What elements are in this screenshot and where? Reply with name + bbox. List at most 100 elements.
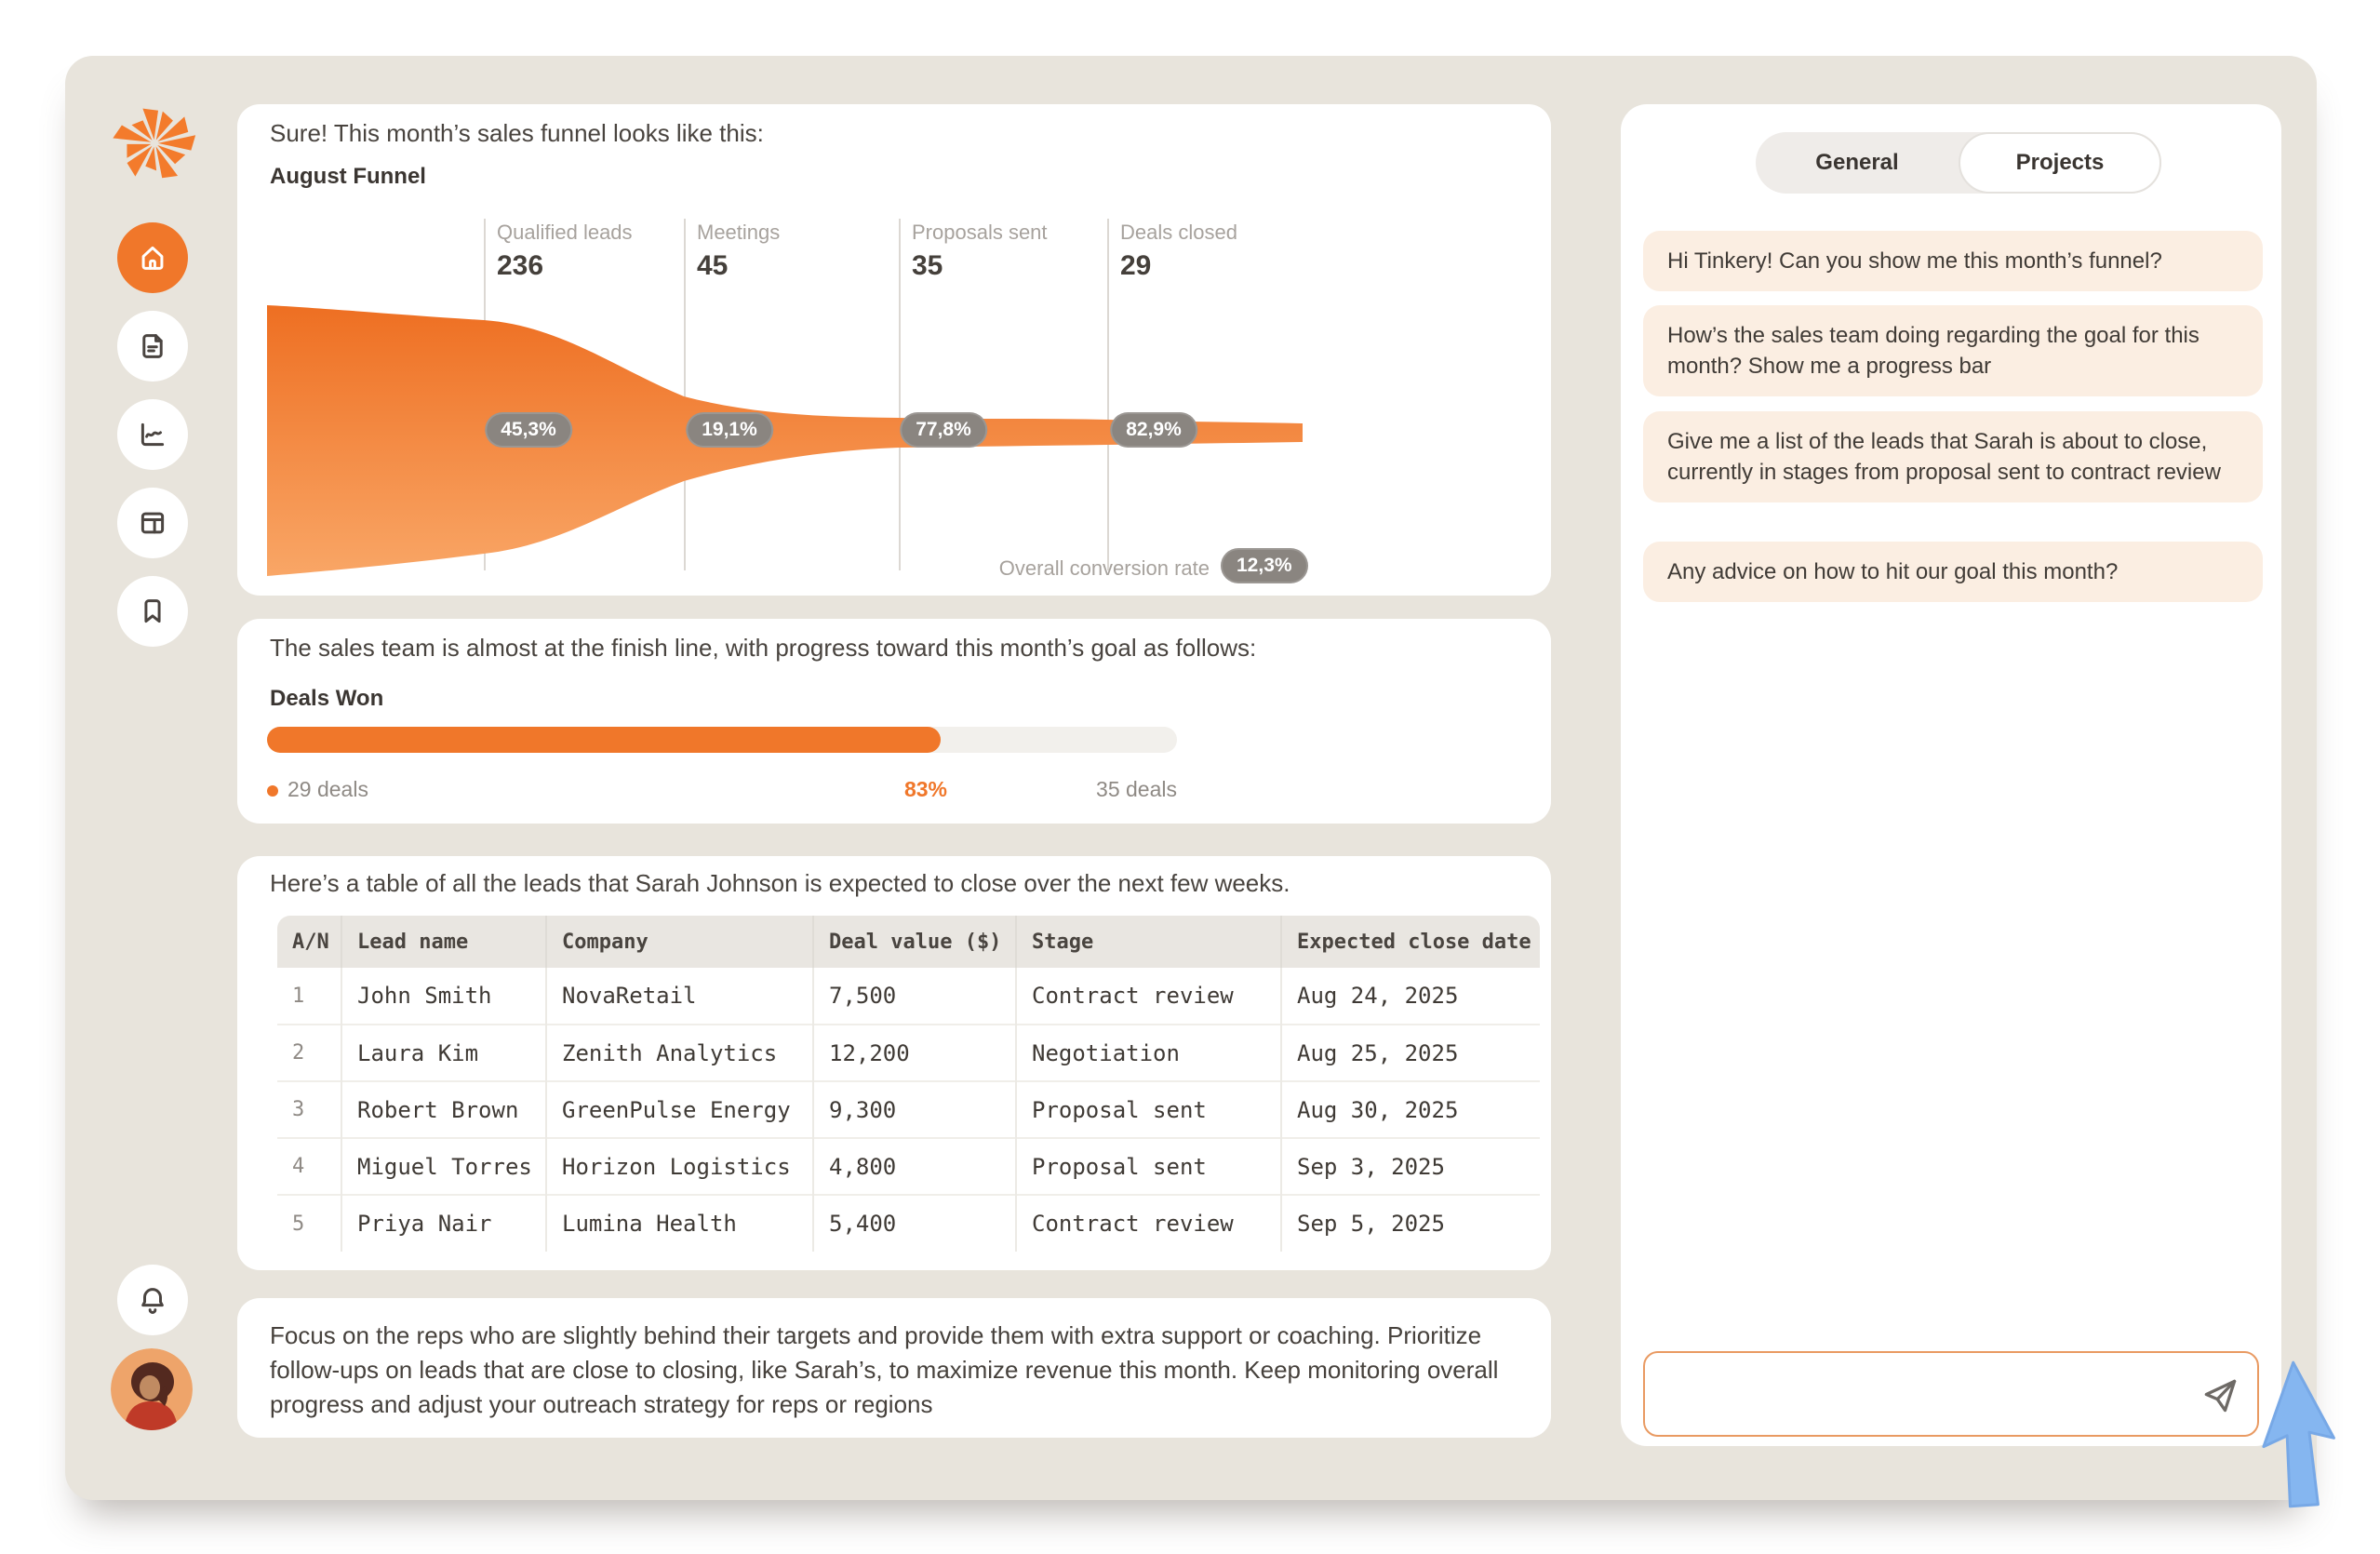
column-header: Lead name [341,916,546,968]
column-header: Stage [1015,916,1281,968]
paper-plane-icon [2204,1379,2237,1413]
cell-lead-name: John Smith [341,968,546,1025]
cell-deal-value: 12,200 [812,1024,1016,1081]
leads-table-card: Here’s a table of all the leads that Sar… [237,856,1551,1270]
sidebar-item-home[interactable] [117,222,188,293]
cell-deal-value: 9,300 [812,1080,1016,1138]
bell-icon [141,1288,164,1314]
cell-close-date: Sep 5, 2025 [1280,1194,1540,1252]
sidebar-item-boards[interactable] [117,488,188,558]
column-header: Company [545,916,813,968]
leads-table: A/N Lead name Company Deal value ($) Sta… [277,916,1540,1252]
send-button[interactable] [2199,1375,2240,1416]
cell-an: 4 [277,1137,341,1195]
cell-close-date: Aug 30, 2025 [1280,1080,1540,1138]
stage-label: Proposals sent [912,221,1048,244]
avatar [111,1348,193,1430]
cell-stage: Contract review [1015,1194,1281,1252]
cell-stage: Contract review [1015,968,1281,1025]
stage-value: 29 [1120,250,1152,281]
chat-panel: General Projects Hi Tinkery! Can you sho… [1621,104,2281,1446]
tab-general[interactable]: General [1815,150,1899,175]
document-icon [142,334,163,358]
cell-company: NovaRetail [545,968,813,1025]
cell-close-date: Aug 24, 2025 [1280,968,1540,1025]
chat-message: Hi Tinkery! Can you show me this month’s… [1643,231,2263,291]
cell-an: 2 [277,1024,341,1081]
tab-projects[interactable]: Projects [1959,132,2161,194]
stage-label: Deals closed [1120,221,1237,244]
cell-deal-value: 4,800 [812,1137,1016,1195]
chat-message: Any advice on how to hit our goal this m… [1643,542,2263,602]
conversion-badge: 82,9% [1110,412,1197,448]
funnel-intro: Sure! This month’s sales funnel looks li… [270,119,764,147]
cell-lead-name: Laura Kim [341,1024,546,1081]
overall-conversion-label: Overall conversion rate [998,556,1210,580]
table-row: 3 Robert Brown GreenPulse Energy 9,300 P… [277,1080,1540,1138]
chat-tabs: General Projects [1756,132,2161,194]
sidebar-item-saved[interactable] [117,576,188,647]
column-header: Deal value ($) [812,916,1016,968]
stage-gridline [1107,219,1109,570]
column-header: Expected close date [1280,916,1540,968]
cell-lead-name: Miguel Torres [341,1137,546,1195]
advice-text: Focus on the reps who are slightly behin… [270,1321,1499,1418]
conversion-badge: 19,1% [686,412,773,448]
home-icon [141,246,164,270]
progress-fill [267,727,941,753]
cell-deal-value: 7,500 [812,968,1016,1025]
chat-message: Give me a list of the leads that Sarah i… [1643,411,2263,502]
funnel-title: August Funnel [270,164,426,189]
cell-stage: Proposal sent [1015,1080,1281,1138]
cell-close-date: Sep 3, 2025 [1280,1137,1540,1195]
sidebar-item-analytics[interactable] [117,399,188,470]
stage-value: 45 [697,250,729,281]
cell-stage: Negotiation [1015,1024,1281,1081]
chat-input[interactable] [1660,1359,2181,1429]
column-header: A/N [277,916,341,968]
progress-dot-icon [267,785,278,797]
cell-stage: Proposal sent [1015,1137,1281,1195]
progress-intro: The sales team is almost at the finish l… [270,634,1257,662]
chat-message: How’s the sales team doing regarding the… [1643,305,2263,396]
progress-target: 35 deals [1096,777,1177,801]
progress-current: 29 deals [267,777,368,802]
table-row: 1 John Smith NovaRetail 7,500 Contract r… [277,968,1540,1025]
progress-percent: 83% [903,777,948,801]
progress-card: The sales team is almost at the finish l… [237,619,1551,824]
stage-label: Meetings [697,221,781,244]
table-header: A/N Lead name Company Deal value ($) Sta… [277,916,1540,968]
mouse-cursor-icon [2262,1360,2335,1508]
bookmark-icon [144,599,161,623]
cell-an: 1 [292,984,305,1008]
cell-company: Lumina Health [545,1194,813,1252]
cell-an: 3 [277,1080,341,1138]
profile-avatar[interactable] [111,1348,193,1430]
table-row: 5 Priya Nair Lumina Health 5,400 Contrac… [277,1194,1540,1252]
stage-gridline [684,219,686,570]
cell-company: Horizon Logistics [545,1137,813,1195]
notifications-button[interactable] [117,1265,188,1335]
stage-label: Qualified leads [497,221,633,244]
table-intro: Here’s a table of all the leads that Sar… [270,869,1290,897]
stage-gridline [899,219,901,570]
line-chart-icon [140,422,165,447]
advice-card: Focus on the reps who are slightly behin… [237,1298,1551,1438]
progress-track [267,727,1177,753]
cell-company: Zenith Analytics [545,1024,813,1081]
cell-company: GreenPulse Energy [545,1080,813,1138]
cell-deal-value: 5,400 [812,1194,1016,1252]
cell-lead-name: Priya Nair [341,1194,546,1252]
funnel-area-chart [267,305,1303,576]
stage-value: 35 [912,250,943,281]
stage-value: 236 [497,250,544,281]
progress-title: Deals Won [270,686,384,711]
cell-an: 5 [277,1194,341,1252]
cell-lead-name: Robert Brown [341,1080,546,1138]
table-row: 4 Miguel Torres Horizon Logistics 4,800 … [277,1137,1540,1195]
sidebar-item-documents[interactable] [117,311,188,382]
overall-conversion-badge: 12,3% [1221,548,1308,583]
cell-close-date: Aug 25, 2025 [1280,1024,1540,1081]
chat-input-container [1643,1351,2259,1437]
